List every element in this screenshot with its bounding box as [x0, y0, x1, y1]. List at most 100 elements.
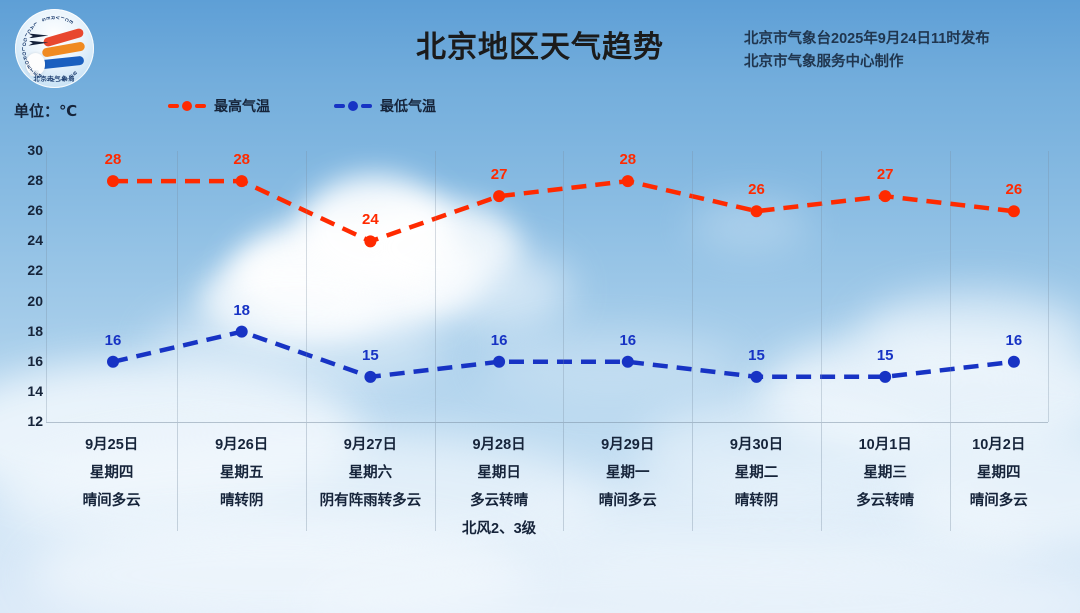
day-date: 10月1日 — [858, 437, 912, 453]
high-temp-point — [621, 175, 634, 188]
high-temp-value-label: 26 — [748, 181, 765, 199]
chart-gridline — [1048, 151, 1049, 422]
high-temp-line — [113, 178, 1015, 244]
high-temp-point — [493, 190, 506, 203]
day-weather: 晴转阴 — [734, 493, 779, 509]
day-wind: 北风2、3级 — [462, 521, 537, 537]
low-temp-value-label: 18 — [233, 301, 251, 319]
chart-gridline — [177, 151, 179, 422]
high-temp-point — [235, 175, 248, 188]
issue-line-2: 北京市气象服务中心制作 — [744, 54, 904, 70]
day-weekday: 星期三 — [863, 465, 907, 481]
y-axis-tick: 26 — [27, 202, 43, 219]
high-temp-value-label: 28 — [104, 151, 122, 169]
column-separator — [949, 423, 951, 531]
day-weekday: 星期一 — [606, 465, 650, 481]
y-axis-tick: 24 — [27, 232, 43, 249]
day-date: 9月30日 — [729, 437, 784, 453]
chart-gridline — [949, 151, 951, 422]
high-temp-point — [750, 205, 763, 218]
low-temp-value-label: 15 — [748, 346, 765, 364]
day-column[interactable]: 9月26日 星期五 晴转阴 — [177, 431, 306, 515]
low-temp-point — [493, 355, 506, 368]
day-date: 9月27日 — [343, 437, 397, 453]
day-column[interactable]: 9月27日星期六阴有阵雨转多云 — [306, 431, 435, 515]
low-temp-value-label: 16 — [1005, 331, 1023, 349]
high-temp-point — [1007, 205, 1020, 218]
high-temp-value-label: 28 — [619, 151, 637, 169]
chart-plot-area: 30 28 26 24 22 20 18 16 14 12 28 28 24 27 28 26 27 26 16 18… — [27, 142, 1049, 429]
day-weekday: 星期六 — [348, 465, 393, 481]
day-columns: 9月25日 星期四 晴间多云 9月26日 星期五 晴转阴 9月27日 星期六 阴有阵雨转多云 9月… — [46, 423, 1048, 543]
day-weather: 晴间多云 — [969, 493, 1028, 509]
chart-gridline — [434, 151, 436, 422]
legend-item-high: 最高气温 — [168, 96, 270, 116]
day-weekday: 星期二 — [734, 465, 779, 481]
high-temp-value-label: 28 — [233, 151, 251, 169]
day-weekday: 星期四 — [89, 465, 134, 481]
column-separator — [820, 423, 822, 531]
chart-gridline — [563, 151, 565, 422]
temperature-line-series — [107, 175, 1020, 383]
issue-line-1: 北京市气象台2025年9月24日11时发布 — [744, 31, 990, 47]
day-weekday: 星期四 — [977, 465, 1021, 481]
day-weather: 多云转晴 — [470, 493, 529, 509]
low-temp-point — [750, 370, 763, 383]
chart-gridline — [46, 151, 47, 422]
legend-marker-high-icon — [168, 101, 206, 111]
day-weekday: 星期五 — [219, 465, 264, 481]
day-date: 9月29日 — [601, 437, 655, 453]
high-temp-value-label: 27 — [876, 166, 894, 184]
legend-label-low: 最低气温 — [380, 98, 436, 114]
day-weekday: 星期日 — [477, 465, 521, 481]
day-column[interactable]: 9月28日星期日多云转晴北风2、3级 — [435, 431, 564, 543]
column-separator — [306, 423, 308, 531]
legend-item-low: 最低气温 — [334, 96, 436, 116]
low-temp-value-label: 15 — [362, 346, 379, 364]
low-temp-value-label: 16 — [490, 331, 508, 349]
issuing-authority: 北京市气象台2025年9月24日11时发布 北京市气象服务中心制作 — [744, 28, 1064, 74]
column-separator — [563, 423, 565, 531]
low-temp-value-label: 15 — [876, 346, 894, 364]
low-temp-point — [364, 370, 377, 383]
low-temp-point — [107, 355, 119, 368]
y-axis-tick: 12 — [27, 413, 43, 429]
unit-label: 单位：℃ — [14, 103, 78, 120]
low-temp-value-label: 16 — [104, 331, 122, 349]
day-date: 10月2日 — [972, 437, 1026, 453]
high-temp-value-label: 27 — [490, 166, 508, 184]
day-weather: 晴间多云 — [82, 493, 141, 509]
high-temp-point — [879, 190, 892, 203]
high-temp-value-label: 24 — [362, 211, 379, 229]
high-temp-point — [364, 235, 377, 248]
y-axis-tick: 22 — [27, 262, 43, 279]
day-weather: 晴间多云 — [598, 493, 657, 509]
chart-gridline — [820, 151, 822, 422]
day-column[interactable]: 9月29日星期一晴间多云 — [563, 431, 692, 515]
day-column[interactable]: 9月30日星期二晴转阴 — [692, 431, 821, 515]
day-weather: 多云转晴 — [856, 493, 915, 509]
day-column[interactable]: 9月25日 星期四 晴间多云 — [46, 431, 177, 515]
low-temp-point — [235, 325, 248, 338]
low-temp-value-label: 16 — [619, 331, 637, 349]
day-column[interactable]: 10月1日星期三多云转晴 — [821, 431, 950, 515]
y-axis-tick: 16 — [27, 352, 43, 369]
chart-gridline — [692, 151, 694, 422]
column-separator — [692, 423, 694, 531]
low-temp-line — [112, 329, 1015, 380]
logo-cn-text: 北京市气象局 — [33, 77, 76, 83]
x-axis-line — [46, 422, 1048, 423]
y-axis-tick: 14 — [27, 382, 43, 399]
day-column[interactable]: 10月2日星期四晴间多云 — [950, 431, 1048, 515]
low-temp-point — [1007, 355, 1020, 368]
y-axis-tick: 30 — [27, 142, 43, 158]
y-axis-tick: 28 — [27, 172, 43, 189]
low-temp-point — [879, 370, 892, 383]
day-weather: 晴转阴 — [219, 493, 264, 509]
y-axis-tick: 20 — [27, 292, 43, 309]
day-date: 9月28日 — [472, 437, 526, 453]
day-weather: 阴有阵雨转多云 — [319, 493, 422, 509]
